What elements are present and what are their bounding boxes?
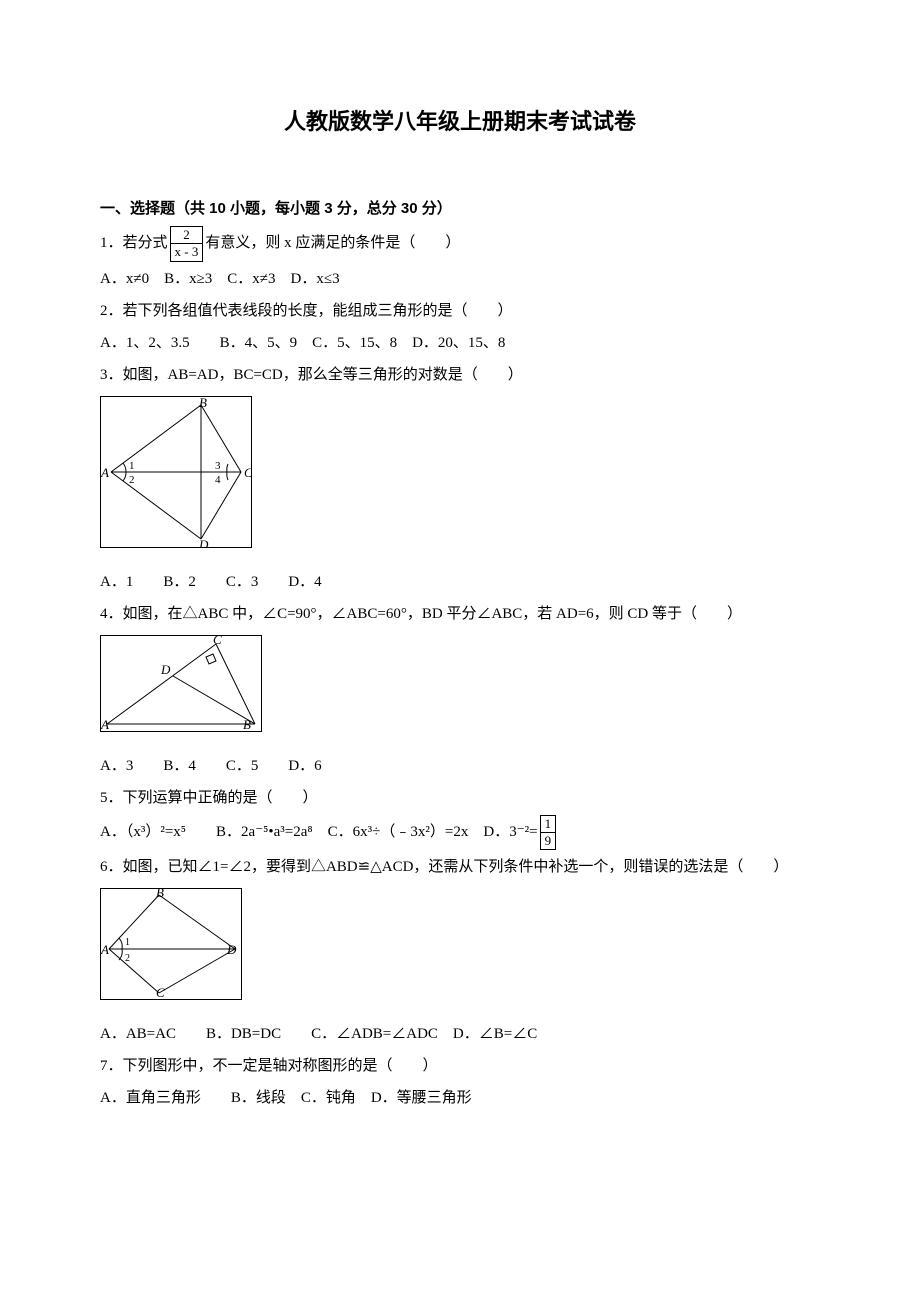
svg-text:3: 3 bbox=[215, 460, 221, 472]
q1-options: A．x≠0 B．x≥3 C．x≠3 D．x≤3 bbox=[100, 264, 820, 294]
question-1: 1．若分式2x - 3有意义，则 x 应满足的条件是（ ） bbox=[100, 226, 820, 262]
svg-text:1: 1 bbox=[129, 460, 135, 472]
svg-text:C: C bbox=[244, 465, 251, 480]
q2-options: A．1、2、3.5 B．4、5、9 C．5、15、8 D．20、15、8 bbox=[100, 328, 820, 358]
q5-d-den: 9 bbox=[541, 833, 556, 849]
q5-d-num: 1 bbox=[541, 816, 556, 833]
svg-text:D: D bbox=[226, 942, 237, 957]
question-5: 5．下列运算中正确的是（ ） bbox=[100, 783, 820, 813]
question-4: 4．如图，在△ABC 中，∠C=90°，∠ABC=60°，BD 平分∠ABC，若… bbox=[100, 599, 820, 629]
question-2: 2．若下列各组值代表线段的长度，能组成三角形的是（ ） bbox=[100, 296, 820, 326]
q1-post: 有意义，则 x 应满足的条件是（ ） bbox=[205, 235, 460, 251]
question-3: 3．如图，AB=AD，BC=CD，那么全等三角形的对数是（ ） bbox=[100, 360, 820, 390]
q5-opt-d-pre: D．3⁻²= bbox=[483, 824, 537, 840]
svg-text:C: C bbox=[156, 985, 165, 999]
q5-opt-c: C．6x³÷（﹣3x²）=2x bbox=[328, 824, 469, 840]
q7-options: A．直角三角形 B．线段 C．钝角 D．等腰三角形 bbox=[100, 1083, 820, 1113]
question-6: 6．如图，已知∠1=∠2，要得到△ABD≌△ACD，还需从下列条件中补选一个，则… bbox=[100, 852, 820, 882]
figure-q3: A B C D 1 2 3 4 bbox=[100, 396, 252, 548]
q3-options: A．1 B．2 C．3 D．4 bbox=[100, 567, 820, 597]
svg-text:D: D bbox=[198, 537, 209, 547]
q5-options: A．（x³）²=x⁵ B．2a⁻⁵•a³=2a⁸ C．6x³÷（﹣3x²）=2x… bbox=[100, 815, 820, 851]
svg-text:C: C bbox=[213, 636, 222, 647]
q5-opt-a: A．（x³）²=x⁵ bbox=[100, 824, 186, 840]
svg-text:D: D bbox=[160, 662, 171, 677]
figure-q4: A B C D bbox=[100, 635, 262, 732]
q1-fraction: 2x - 3 bbox=[170, 226, 204, 262]
svg-text:A: A bbox=[101, 942, 109, 957]
q1-frac-den: x - 3 bbox=[171, 244, 203, 260]
svg-text:4: 4 bbox=[215, 474, 221, 486]
q5-opt-d-frac: 19 bbox=[540, 815, 557, 851]
svg-text:1: 1 bbox=[125, 937, 130, 948]
q1-frac-num: 2 bbox=[171, 227, 203, 244]
svg-text:2: 2 bbox=[129, 474, 135, 486]
page-title: 人教版数学八年级上册期末考试试卷 bbox=[100, 100, 820, 144]
q4-options: A．3 B．4 C．5 D．6 bbox=[100, 751, 820, 781]
q5-opt-b: B．2a⁻⁵•a³=2a⁸ bbox=[216, 824, 313, 840]
question-7: 7．下列图形中，不一定是轴对称图形的是（ ） bbox=[100, 1051, 820, 1081]
figure-q6: A B C D 1 2 bbox=[100, 888, 242, 1000]
svg-text:A: A bbox=[101, 717, 109, 731]
svg-text:B: B bbox=[199, 397, 207, 410]
q6-options: A．AB=AC B．DB=DC C．∠ADB=∠ADC D．∠B=∠C bbox=[100, 1019, 820, 1049]
svg-text:A: A bbox=[101, 465, 109, 480]
q1-pre: 1．若分式 bbox=[100, 235, 168, 251]
svg-text:2: 2 bbox=[125, 953, 130, 964]
svg-text:B: B bbox=[156, 889, 164, 900]
svg-text:B: B bbox=[243, 717, 251, 731]
section-1-header: 一、选择题（共 10 小题，每小题 3 分，总分 30 分） bbox=[100, 194, 820, 224]
